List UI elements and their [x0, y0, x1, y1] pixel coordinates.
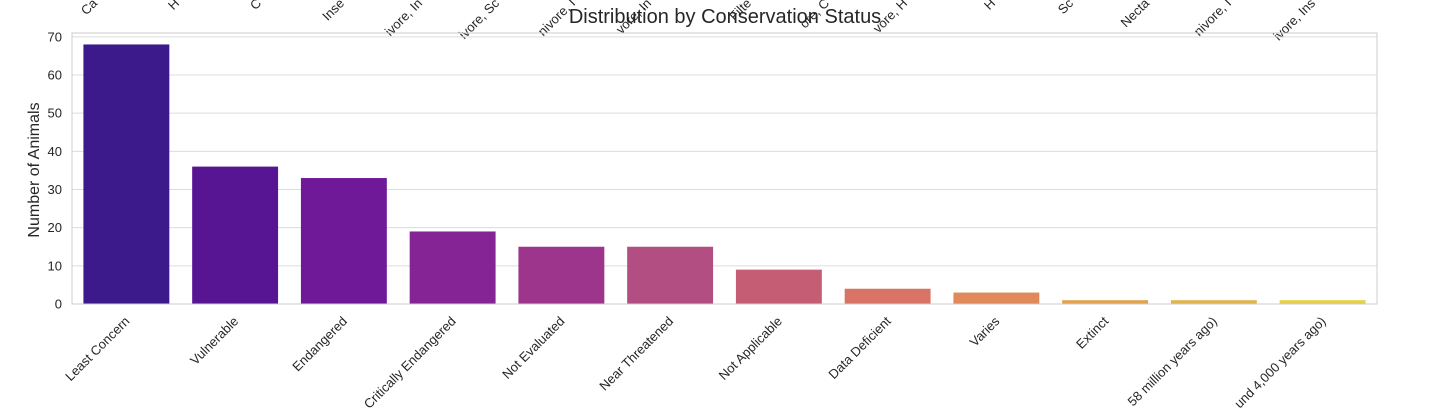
x-tick-label: Not Evaluated [499, 314, 567, 382]
bar [735, 269, 822, 304]
bar [627, 246, 714, 304]
y-tick-label: 30 [48, 182, 62, 197]
chart-title: Distribution by Conservation Status [569, 6, 881, 28]
overlapping-label: H [981, 0, 998, 13]
bar [409, 231, 496, 304]
y-tick-label: 40 [48, 144, 62, 159]
x-tick-label: Near Threatened [596, 314, 676, 394]
x-tick-label: Extinct [1073, 313, 1111, 351]
bar [300, 178, 387, 304]
x-tick-label: Critically Endangered [361, 314, 459, 410]
bar [83, 44, 170, 304]
y-tick-label: 60 [48, 67, 62, 82]
bar [1170, 300, 1257, 304]
overlapping-label: ivore, Sc [456, 0, 503, 42]
bar [1279, 300, 1366, 304]
overlapping-label: Sc [1055, 0, 1077, 17]
y-tick-label: 50 [48, 106, 62, 121]
x-tick-label: Vulnerable [187, 314, 241, 368]
bar [518, 246, 605, 304]
overlapping-label: Ca [78, 0, 101, 18]
bars [83, 44, 1366, 304]
y-tick-label: 10 [48, 258, 62, 273]
x-tick-label: und 4,000 years ago) [1231, 314, 1328, 410]
bar [1062, 300, 1149, 304]
bar [192, 166, 279, 304]
bar [953, 292, 1040, 304]
bar [844, 288, 931, 304]
x-tick-label: Varies [967, 313, 1003, 349]
x-tick-label: 58 million years ago) [1125, 314, 1220, 409]
plot-frame [71, 32, 1378, 305]
x-tick-label: Least Concern [62, 314, 132, 384]
x-tick-label: Not Applicable [716, 314, 785, 383]
overlapping-label: Inse [319, 0, 347, 24]
x-tick-label: Data Deficient [825, 313, 894, 382]
overlapping-label: C [247, 0, 264, 13]
y-tick-label: 20 [48, 220, 62, 235]
overlapping-label: Necta [1117, 0, 1152, 30]
overlapping-label: H [165, 0, 182, 13]
y-tick-label: 70 [48, 29, 62, 44]
y-axis-label: Number of Animals [26, 102, 43, 237]
y-tick-label: 0 [55, 297, 62, 312]
x-tick-label: Endangered [289, 314, 350, 375]
